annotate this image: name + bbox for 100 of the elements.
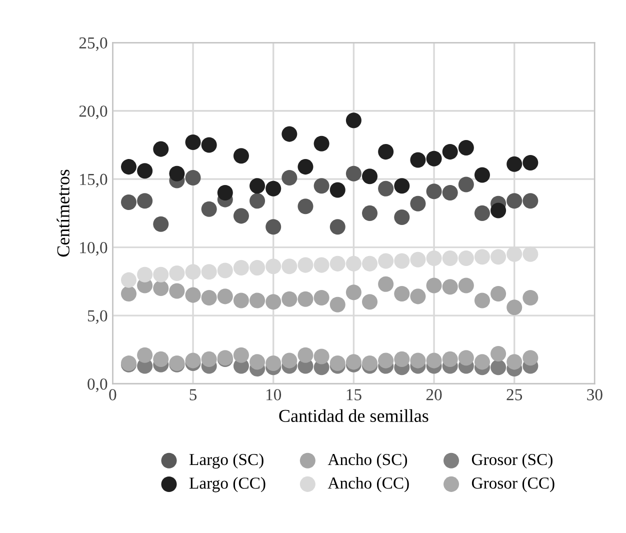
point [458,176,474,192]
point [250,292,266,308]
legend-label: Largo (CC) [189,477,266,492]
point [458,250,474,266]
point [250,260,266,276]
point [410,352,426,368]
point [250,178,266,194]
point [169,166,185,182]
y-tick-label: 20,0 [79,106,108,120]
point [282,170,298,186]
x-tick-label: 20 [426,389,442,400]
point [137,266,153,282]
point [201,137,217,153]
point [474,292,490,308]
point [474,205,490,221]
point [282,291,298,307]
point [314,257,330,273]
point [410,252,426,268]
y-tick-label: 10,0 [80,242,108,256]
point [442,144,458,160]
point [185,352,201,368]
x-tick-label: 15 [346,389,362,400]
point [137,193,153,209]
point [522,246,538,262]
legend-label: Grosor (SC) [472,453,552,469]
point [522,193,538,209]
point [426,278,442,294]
point [201,264,217,280]
point [185,287,201,303]
point [201,351,217,367]
x-axis-title: Cantidad de semillas [279,409,428,422]
point [266,356,282,372]
y-tick-label: 15,0 [80,174,108,188]
point [362,294,378,310]
point [506,300,522,316]
point [490,249,506,265]
point [458,140,474,156]
x-tick-label: 30 [587,389,602,400]
point [137,163,153,179]
point [490,360,506,376]
point [298,257,314,273]
y-tick-label: 0,0 [88,378,108,392]
point [426,150,442,166]
point [410,196,426,212]
point [266,294,282,310]
point [250,193,266,209]
point [185,134,201,150]
point [394,286,410,302]
point [378,276,394,292]
point [458,350,474,366]
point [490,346,506,362]
point [314,290,330,306]
point [330,256,346,272]
point [201,201,217,217]
point [153,280,169,296]
point [153,141,169,157]
point [233,260,249,276]
point [506,354,522,370]
point [282,258,298,274]
point [137,347,153,363]
point [506,156,522,172]
point [298,347,314,363]
point [330,296,346,312]
point [442,351,458,367]
y-tick-label: 25,0 [79,37,108,51]
point [250,354,266,370]
x-tick-label: 5 [190,389,197,400]
point [506,193,522,209]
point [506,246,522,262]
point [185,170,201,186]
point [298,159,314,175]
point [474,354,490,370]
point [120,194,137,210]
point [217,262,233,278]
legend-label: Grosor (CC) [472,476,554,492]
point [410,152,426,168]
point [442,184,458,200]
point [442,279,458,295]
y-axis-title: Centímetros [56,170,70,257]
x-tick-label: 0 [109,389,116,400]
point [426,184,442,200]
x-tick-label: 10 [266,389,282,400]
point [522,290,538,306]
point [362,205,378,221]
point [314,136,330,152]
point [426,250,442,266]
point [426,352,442,368]
point [330,219,346,235]
point [346,166,362,182]
point [153,216,169,232]
point [233,292,249,308]
point [233,208,249,224]
legend-label: Largo (SC) [189,453,264,469]
point [153,351,169,367]
point [410,288,426,304]
point [394,178,410,194]
point [169,265,185,281]
legend-label: Ancho (SC) [328,453,408,469]
point [217,288,233,304]
point [522,154,538,170]
